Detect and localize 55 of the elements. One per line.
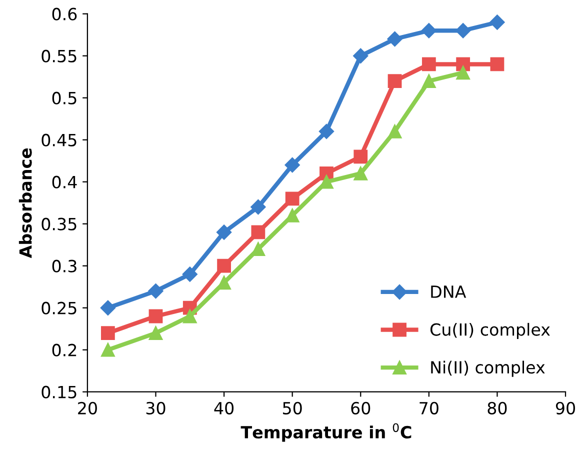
legend-label: DNA	[431, 286, 466, 298]
point	[490, 57, 504, 72]
y-tick-label: 0.15	[42, 386, 76, 398]
point	[388, 74, 402, 88]
point	[217, 258, 231, 273]
point	[387, 31, 402, 47]
x-tick-label: 40	[214, 402, 234, 414]
y-axis-title: Absorbance	[18, 148, 32, 258]
x-tick-label: 70	[420, 402, 438, 414]
point	[285, 208, 300, 222]
point	[353, 48, 368, 64]
x-tick-label: 30	[146, 402, 166, 414]
y-tick-label: 0.55	[42, 50, 76, 62]
point	[354, 150, 368, 164]
point	[421, 23, 436, 38]
y-tick-label: 0.45	[42, 134, 76, 146]
x-axis-title: Temparature in $^{0}$C	[240, 423, 412, 442]
point	[388, 124, 402, 138]
point	[148, 309, 163, 324]
x-tick-label: 90	[556, 402, 576, 414]
point	[250, 199, 266, 215]
point	[251, 242, 266, 256]
x-tick-label: 60	[351, 402, 370, 414]
point	[320, 174, 334, 189]
point	[100, 342, 115, 357]
x-tick-label: 50	[283, 402, 302, 414]
y-tick-label: 0.3	[52, 260, 76, 272]
legend-label: Ni(II) complex	[431, 360, 545, 377]
point	[422, 74, 436, 88]
point	[100, 300, 116, 316]
point	[217, 276, 231, 290]
y-tick-label: 0.2	[52, 344, 76, 356]
legend-label: Cu(II) complex	[430, 322, 550, 340]
point	[100, 326, 115, 340]
y-tick-label: 0.35	[42, 218, 76, 230]
x-tick-label: 80	[488, 402, 507, 414]
y-tick-label: 0.6	[52, 8, 77, 20]
point	[285, 192, 300, 206]
point	[251, 225, 266, 240]
point	[216, 224, 232, 240]
point	[456, 23, 471, 38]
point	[182, 309, 197, 324]
y-tick-label: 0.25	[42, 302, 76, 314]
y-tick-label: 0.5	[52, 92, 76, 104]
point	[318, 124, 334, 140]
point	[354, 166, 368, 180]
y-tick-label: 0.4	[52, 176, 77, 188]
point	[456, 66, 470, 80]
point	[182, 266, 198, 282]
point	[490, 14, 505, 30]
point	[148, 326, 163, 340]
point	[422, 57, 436, 72]
point	[148, 283, 164, 299]
x-tick-label: 20	[78, 402, 97, 414]
point	[284, 157, 300, 173]
